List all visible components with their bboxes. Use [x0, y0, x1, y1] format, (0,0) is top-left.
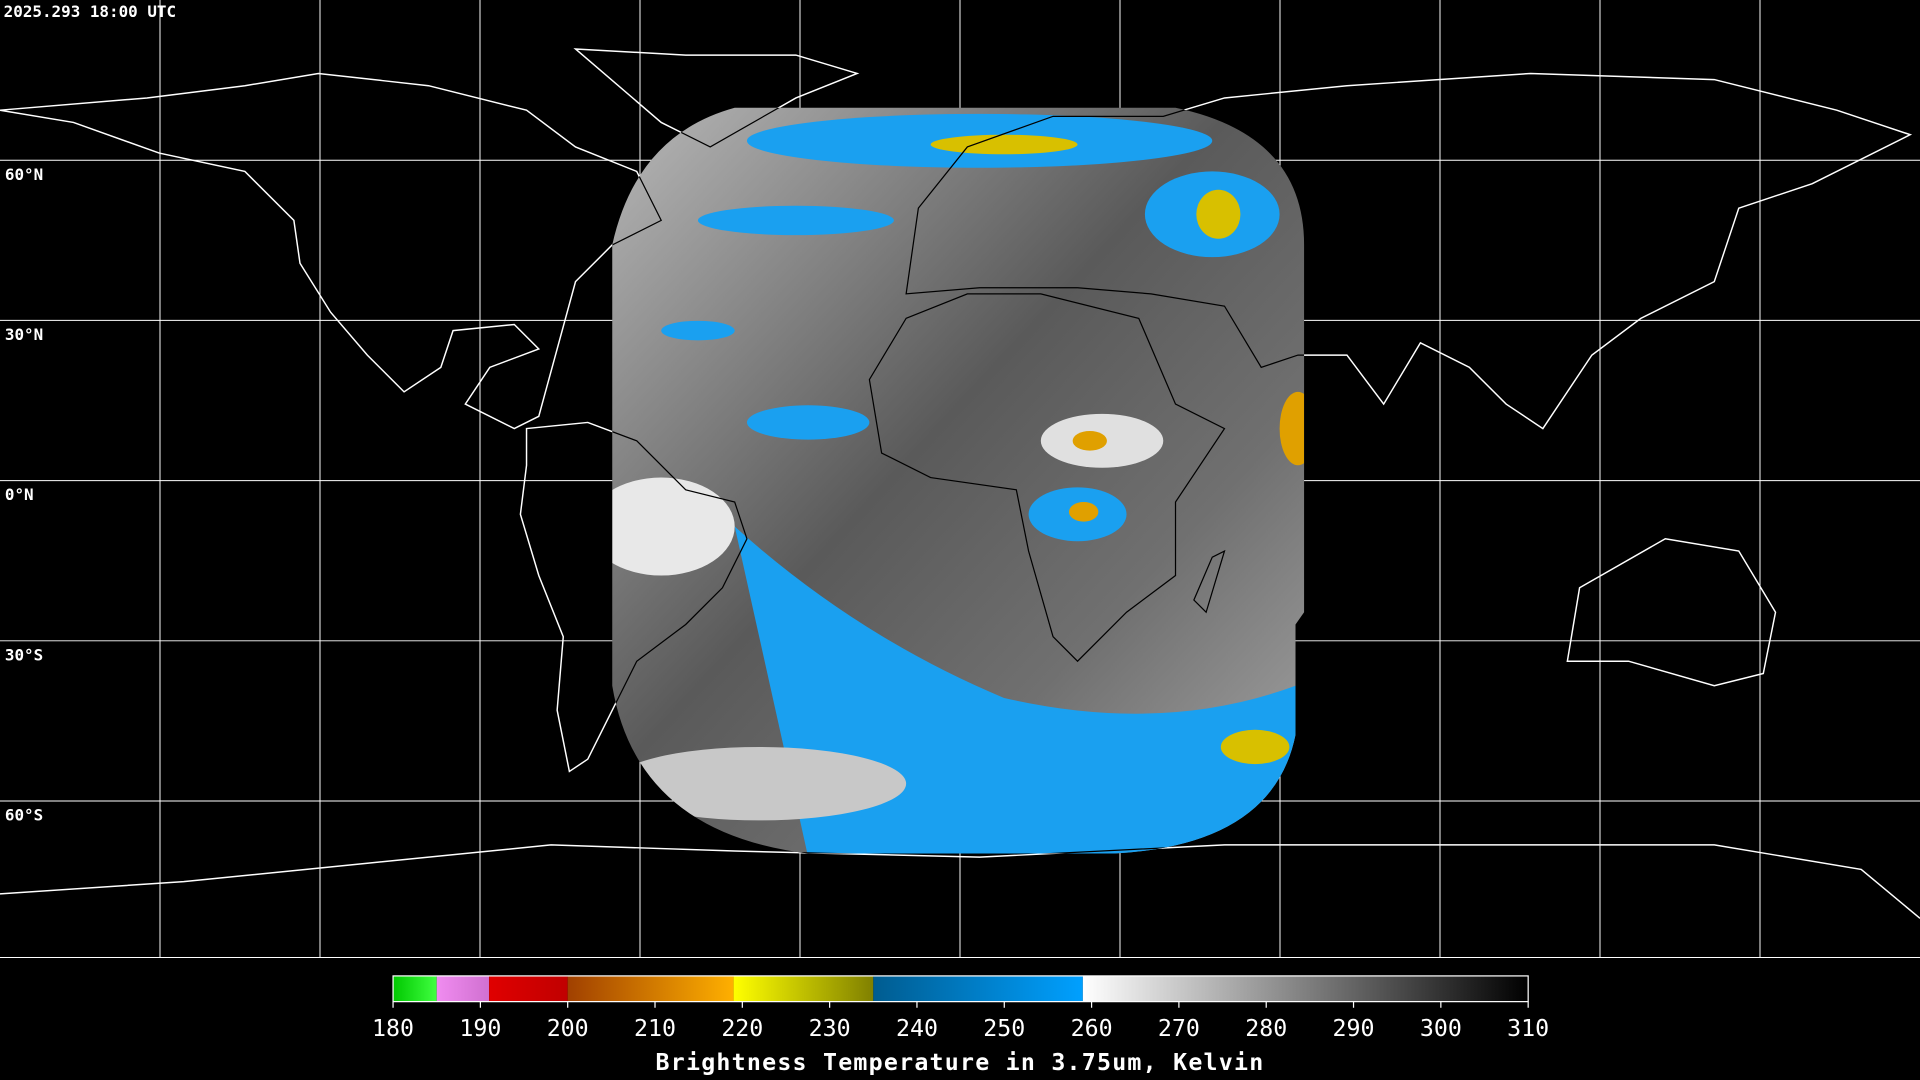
colorbar-tick-label: 230 [809, 1015, 851, 1042]
colorbar-tick-label: 210 [634, 1015, 676, 1042]
colorbar-segment [1082, 975, 1529, 1002]
colorbar-tick-label: 300 [1420, 1015, 1462, 1042]
colorbar-tick-label: 190 [459, 1015, 501, 1042]
colorbar-segment [393, 975, 437, 1002]
latitude-label: 60°S [5, 806, 43, 825]
colorbar-tick-label: 200 [547, 1015, 589, 1042]
timestamp: 2025.293 18:00 UTC [4, 2, 176, 21]
colorbar-tick-label: 240 [896, 1015, 938, 1042]
colorbar-frame [392, 975, 1529, 1003]
colorbar-tick-label: 270 [1158, 1015, 1200, 1042]
latitude-labels: 60°N 30°N 0°N 30°S 60°S [5, 165, 43, 825]
colorbar-tick-label: 260 [1071, 1015, 1113, 1042]
colorbar-tick-label: 250 [983, 1015, 1025, 1042]
latitude-label: 30°S [5, 645, 43, 664]
colorbar-tick-label: 220 [721, 1015, 763, 1042]
colorbar-title: Brightness Temperature in 3.75um, Kelvin [656, 1049, 1265, 1076]
colorbar-segment [733, 975, 874, 1002]
colorbar-tick-label: 280 [1245, 1015, 1287, 1042]
colorbar: 180 190 200 210 220 230 240 250 260 270 280 290 300 3… [372, 975, 1549, 1042]
colorbar-segment [489, 975, 568, 1002]
colorbar-tick-label: 180 [372, 1015, 414, 1042]
colorbar-tick-label: 290 [1333, 1015, 1375, 1042]
latitude-label: 30°N [5, 325, 43, 344]
colorbar-tick-label: 310 [1507, 1015, 1549, 1042]
colorbar-segment [436, 975, 490, 1002]
satellite-image [612, 107, 1305, 854]
colorbar-segment [873, 975, 1083, 1002]
latitude-label: 0°N [5, 485, 34, 504]
latitude-label: 60°N [5, 165, 43, 184]
colorbar-segment [567, 975, 734, 1002]
